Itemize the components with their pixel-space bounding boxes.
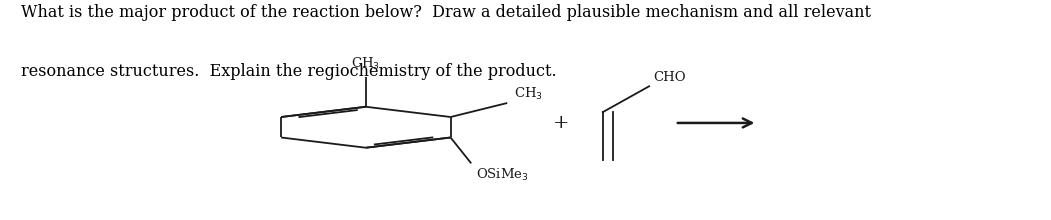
Text: +: +: [553, 114, 570, 132]
Text: resonance structures.  Explain the regiochemistry of the product.: resonance structures. Explain the regioc…: [21, 62, 556, 80]
Text: CH$_3$: CH$_3$: [351, 56, 380, 72]
Text: CHO: CHO: [654, 71, 686, 84]
Text: CH$_3$: CH$_3$: [514, 86, 543, 102]
Text: OSiMe$_3$: OSiMe$_3$: [476, 167, 529, 183]
Text: What is the major product of the reaction below?  Draw a detailed plausible mech: What is the major product of the reactio…: [21, 4, 871, 21]
